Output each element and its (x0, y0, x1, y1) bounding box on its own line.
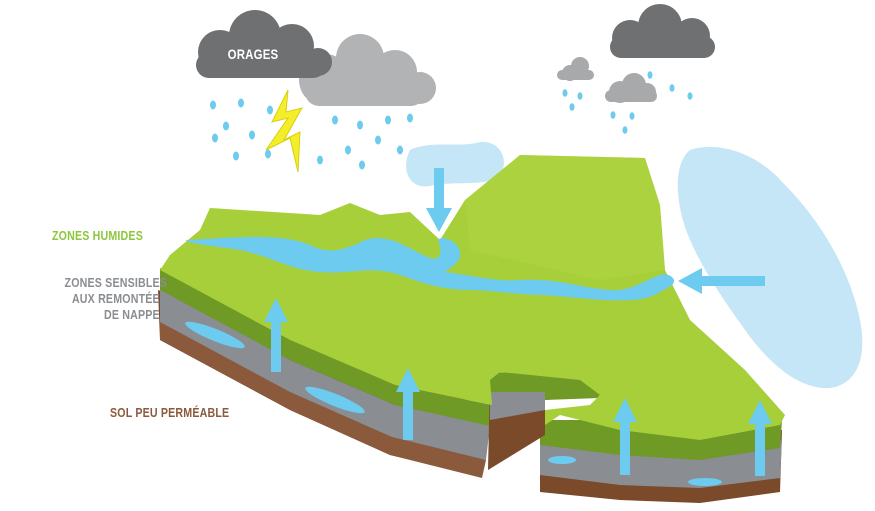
lightning-icon (265, 89, 304, 173)
storm-cloud-icon (196, 10, 332, 78)
zones-humides-label: ZONES HUMIDES (52, 228, 143, 243)
rising-arrow-icon (264, 298, 772, 476)
river (185, 236, 675, 301)
left-arrow-icon (678, 268, 765, 294)
sol-label: SOL PEU PERMÉABLE (110, 405, 230, 420)
groundwater-pocket (185, 321, 245, 349)
lake (677, 146, 863, 389)
zones-sensibles-line-2: AUX REMONTÉES (71, 291, 167, 306)
raindrop-icon (562, 71, 693, 134)
pond (406, 141, 504, 187)
cloud-icon (557, 57, 657, 103)
zones-sensibles-line-3: DE NAPPES (103, 307, 167, 322)
zones-sensibles-line-1: ZONES SENSIBLES (64, 275, 167, 290)
down-arrow-icon (426, 168, 452, 232)
raindrop-icon (210, 98, 413, 170)
orages-label: ORAGES (227, 46, 279, 62)
zones-sensibles-label: ZONES SENSIBLES AUX REMONTÉES DE NAPPES (64, 275, 167, 323)
cloud-icon (610, 4, 715, 58)
